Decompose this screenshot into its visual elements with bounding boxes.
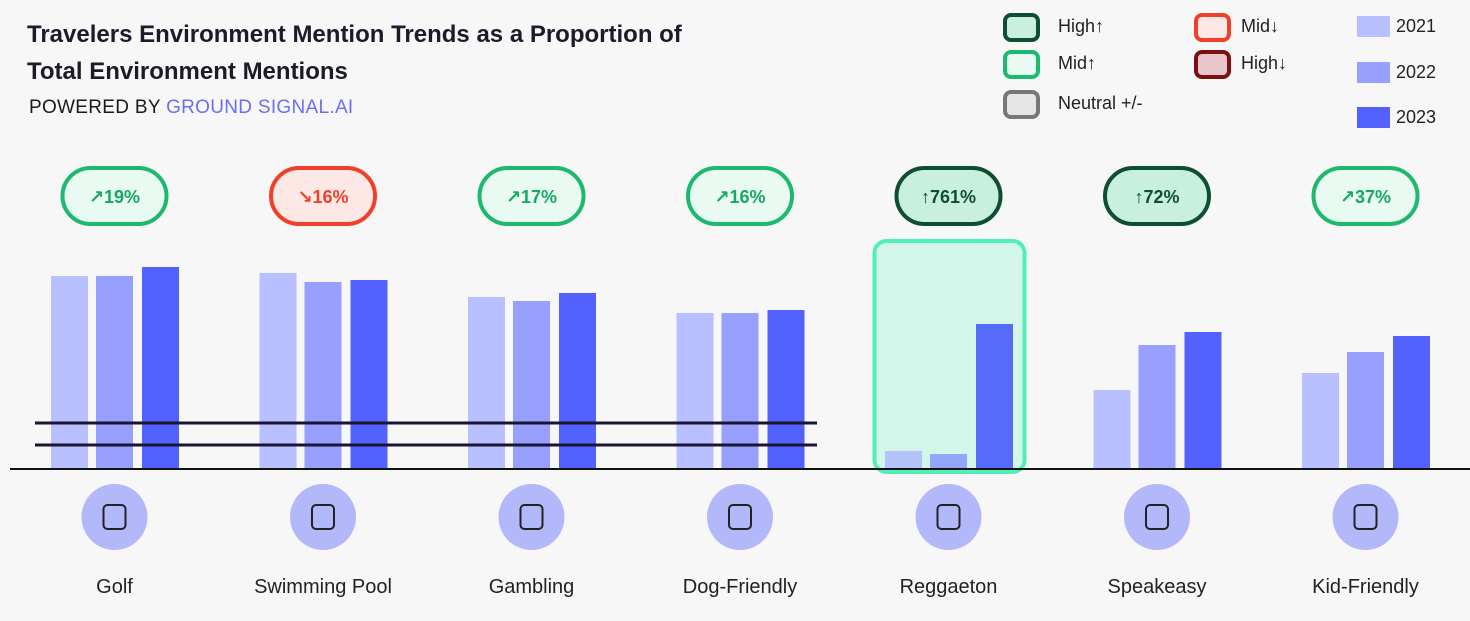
bar [350,280,388,469]
icon-glyph [311,504,335,530]
brand: GROUND SIGNAL.AI [166,97,354,118]
legend-swatch [1003,90,1040,119]
chart-title: Travelers Environment Mention Trends as … [27,21,682,85]
bar [468,297,505,469]
legend-label: Mid↓ [1241,16,1280,36]
category-icon [290,484,356,550]
category-label: Reggaeton [899,576,998,598]
change-label: ↑72% [1134,187,1179,207]
category-label: Speakeasy [1107,576,1207,598]
legend-swatch [1194,50,1231,79]
category-icon [707,484,773,550]
change-badge [60,166,169,226]
category-icon [915,484,982,550]
icon-glyph [936,504,961,530]
bar [930,454,967,469]
bar [51,276,88,469]
category-icon [1124,484,1190,550]
category-icon [498,484,565,550]
legend-swatch [1357,107,1390,128]
change-badge [477,166,586,226]
bar [976,324,1013,469]
legend-label: Mid↑ [1058,53,1097,73]
change-badge [686,166,794,226]
change-badge [1103,166,1211,226]
legend-label: High↑ [1058,16,1105,36]
highlight-tint [874,241,1025,472]
bar [885,451,922,469]
change-badge [1311,166,1420,226]
category-label: Swimming Pool [254,576,392,598]
change-badge [269,166,377,226]
bar [721,313,759,469]
icon-glyph [102,504,127,530]
category-label: Golf [96,576,133,598]
change-label: ↑761% [921,187,976,207]
bar [767,310,805,469]
change-badge [894,166,1003,226]
icon-glyph [519,504,544,530]
legend-swatch [1003,13,1040,42]
bar [259,273,297,469]
category-icon [1332,484,1399,550]
change-label: ↗19% [89,187,140,207]
icon-glyph [1145,504,1169,530]
change-label: ↗37% [1340,187,1391,207]
category-label: Gambling [488,576,575,598]
bar [1093,390,1131,469]
bar [1184,332,1222,469]
bar [1393,336,1430,469]
change-label: ↗17% [506,187,557,207]
bar [142,267,179,469]
category-icon [81,484,148,550]
bar [96,276,133,469]
icon-glyph [728,504,752,530]
legend-label: Neutral +/- [1058,93,1143,113]
legend-label: 2022 [1396,62,1437,82]
legend-swatch [1357,62,1390,83]
bar [1302,373,1339,469]
change-label: ↗16% [714,187,765,207]
bar [1347,352,1384,469]
bar [304,282,342,469]
powered-label: POWERED BY [29,97,161,118]
icon-glyph [1353,504,1378,530]
legend-swatch [1357,16,1390,37]
legend-label: 2021 [1396,16,1437,36]
legend-swatch [1194,13,1231,42]
bar [513,301,550,469]
change-label: ↘16% [297,187,348,207]
legend-swatch [1003,50,1040,79]
bar [559,293,596,469]
category-label: Kid-Friendly [1312,576,1419,598]
bar [1138,345,1176,469]
bar [676,313,714,469]
category-label: Dog-Friendly [682,576,798,598]
powered-by: POWERED BY GROUND SIGNAL.AI [29,97,354,119]
legend-label: 2023 [1396,107,1437,127]
legend-label: High↓ [1241,53,1288,73]
